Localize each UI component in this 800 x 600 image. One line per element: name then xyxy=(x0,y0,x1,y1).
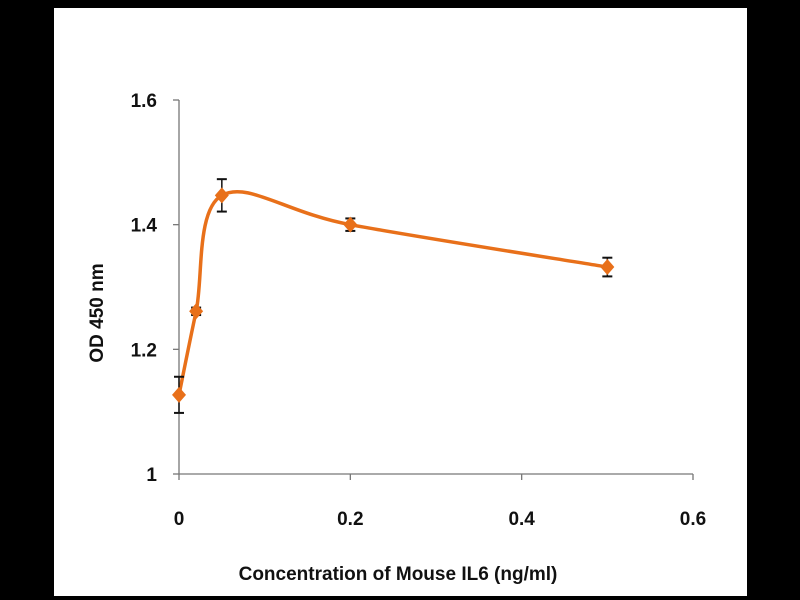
y-tick-label: 1.2 xyxy=(131,340,157,361)
data-point xyxy=(214,187,229,204)
x-tick-label: 0.2 xyxy=(337,509,363,530)
x-tick-label: 0.4 xyxy=(508,509,535,530)
y-tick-label: 1.6 xyxy=(131,91,157,112)
data-point xyxy=(172,386,186,403)
y-tick-label: 1 xyxy=(146,465,157,486)
chart-frame xyxy=(54,8,747,596)
data-point xyxy=(189,303,204,320)
x-tick-label: 0 xyxy=(174,509,185,530)
data-point xyxy=(600,259,615,276)
series-line xyxy=(177,189,608,396)
y-axis-title: OD 450 nm xyxy=(87,263,108,362)
y-tick-label: 1.4 xyxy=(131,216,158,237)
data-point xyxy=(343,216,358,233)
x-axis-title: Concentration of Mouse IL6 (ng/ml) xyxy=(239,564,558,585)
x-tick-label: 0.6 xyxy=(680,509,706,530)
